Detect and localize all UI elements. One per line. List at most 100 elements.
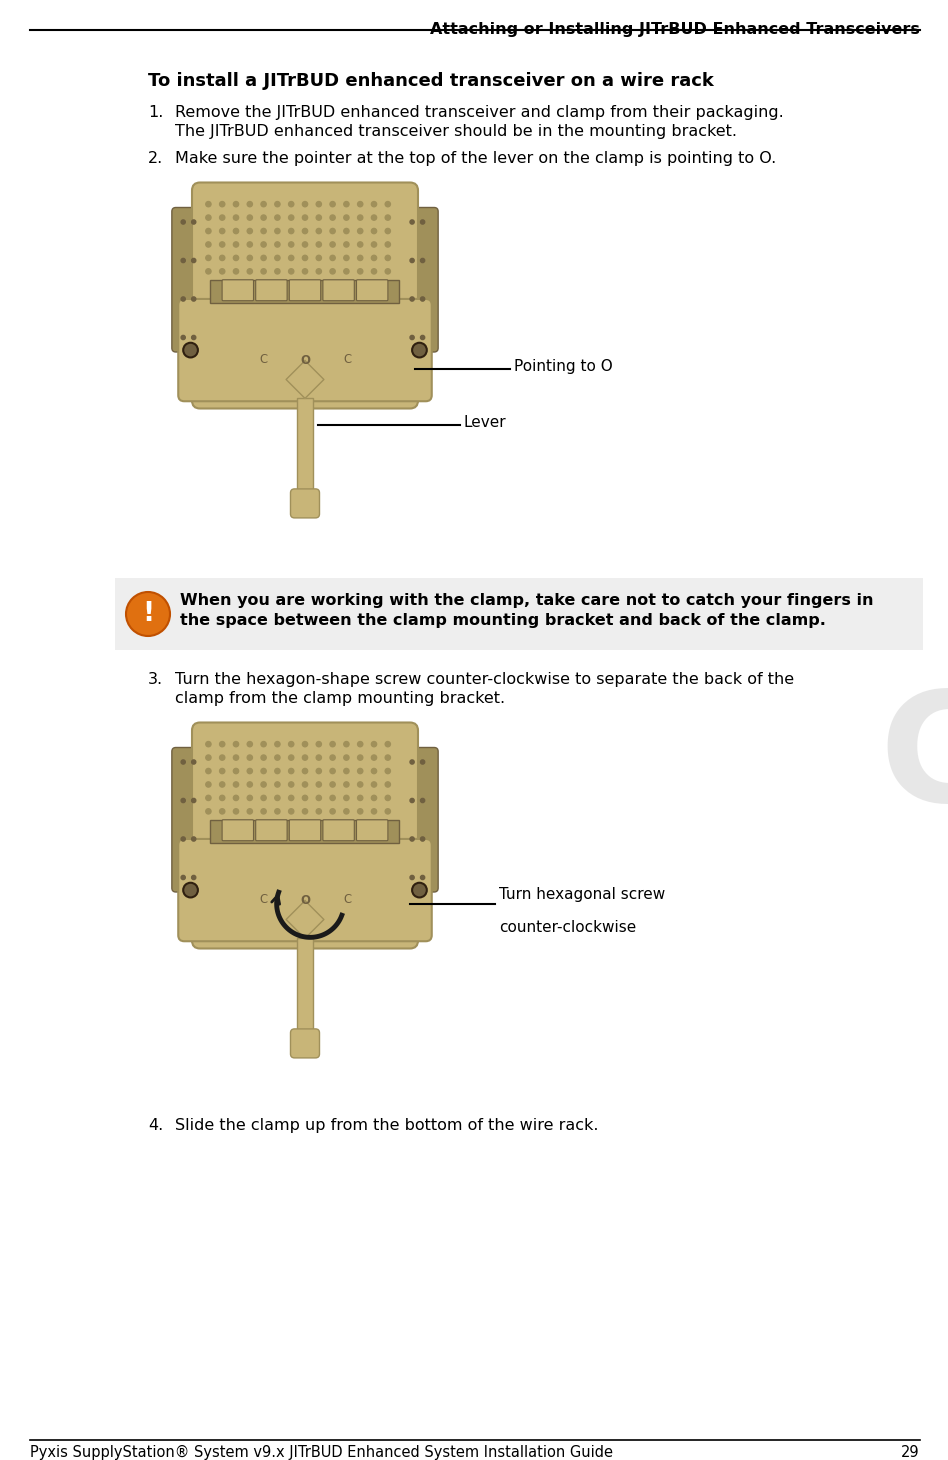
Text: Pointing to O: Pointing to O [514,359,612,375]
Circle shape [330,768,336,774]
FancyBboxPatch shape [172,748,210,892]
FancyBboxPatch shape [356,280,388,301]
Circle shape [317,201,321,207]
Circle shape [372,215,376,220]
Circle shape [206,755,211,761]
FancyBboxPatch shape [290,489,319,518]
FancyBboxPatch shape [178,299,431,402]
Circle shape [344,215,349,220]
Circle shape [302,255,307,260]
Circle shape [220,783,225,787]
Circle shape [261,742,266,746]
Circle shape [191,258,196,263]
Circle shape [183,883,198,898]
FancyBboxPatch shape [401,207,438,352]
Circle shape [206,742,211,746]
Circle shape [233,768,239,774]
Circle shape [261,201,266,207]
Circle shape [344,809,349,815]
Text: Remove the JITrBUD enhanced transceiver and clamp from their packaging.: Remove the JITrBUD enhanced transceiver … [175,105,784,120]
Circle shape [385,215,391,220]
Circle shape [317,269,321,274]
Circle shape [233,809,239,815]
Circle shape [372,796,376,800]
Circle shape [233,201,239,207]
Circle shape [275,228,280,234]
Circle shape [233,742,239,746]
Bar [210,280,399,302]
FancyBboxPatch shape [356,821,388,841]
Circle shape [421,799,425,803]
Text: Lever: Lever [464,415,506,431]
FancyBboxPatch shape [323,280,355,301]
Circle shape [385,755,391,761]
Circle shape [344,269,349,274]
Circle shape [233,255,239,260]
Circle shape [317,755,321,761]
Circle shape [288,201,294,207]
Circle shape [181,296,185,301]
Circle shape [275,215,280,220]
Circle shape [206,809,211,815]
Circle shape [247,742,252,746]
Circle shape [421,220,425,223]
Text: 29: 29 [902,1445,920,1460]
Circle shape [275,242,280,247]
Circle shape [206,242,211,247]
Circle shape [344,783,349,787]
Text: C: C [343,353,351,365]
Circle shape [275,796,280,800]
Circle shape [421,876,425,879]
Circle shape [275,783,280,787]
Text: 3.: 3. [148,672,163,688]
Circle shape [206,269,211,274]
Circle shape [317,783,321,787]
Circle shape [183,343,198,358]
Circle shape [181,876,185,879]
Text: Turn hexagonal screw: Turn hexagonal screw [499,888,665,902]
Circle shape [220,809,225,815]
Circle shape [233,228,239,234]
Circle shape [302,796,307,800]
Circle shape [344,742,349,746]
Circle shape [261,796,266,800]
Bar [297,939,314,1032]
Circle shape [206,796,211,800]
Circle shape [247,796,252,800]
Circle shape [247,242,252,247]
Circle shape [302,783,307,787]
Circle shape [288,242,294,247]
Circle shape [330,269,336,274]
FancyBboxPatch shape [115,578,923,650]
Circle shape [220,742,225,746]
Bar [210,819,399,842]
Circle shape [288,796,294,800]
Circle shape [385,809,391,815]
Circle shape [330,201,336,207]
Circle shape [302,742,307,746]
Circle shape [317,228,321,234]
Circle shape [410,876,414,879]
Text: the space between the clamp mounting bracket and back of the clamp.: the space between the clamp mounting bra… [180,613,826,628]
Circle shape [247,269,252,274]
Circle shape [191,837,196,841]
Circle shape [410,759,414,764]
Circle shape [385,228,391,234]
Circle shape [220,201,225,207]
Circle shape [344,255,349,260]
Circle shape [191,759,196,764]
Circle shape [372,255,376,260]
Circle shape [288,783,294,787]
Circle shape [181,336,185,340]
Circle shape [233,796,239,800]
Text: counter-clockwise: counter-clockwise [499,902,636,934]
Text: 1.: 1. [148,105,163,120]
Circle shape [247,809,252,815]
Circle shape [372,755,376,761]
FancyBboxPatch shape [178,839,431,942]
Circle shape [233,242,239,247]
FancyBboxPatch shape [290,1029,319,1058]
Text: O: O [300,355,310,366]
Circle shape [206,201,211,207]
Circle shape [421,258,425,263]
